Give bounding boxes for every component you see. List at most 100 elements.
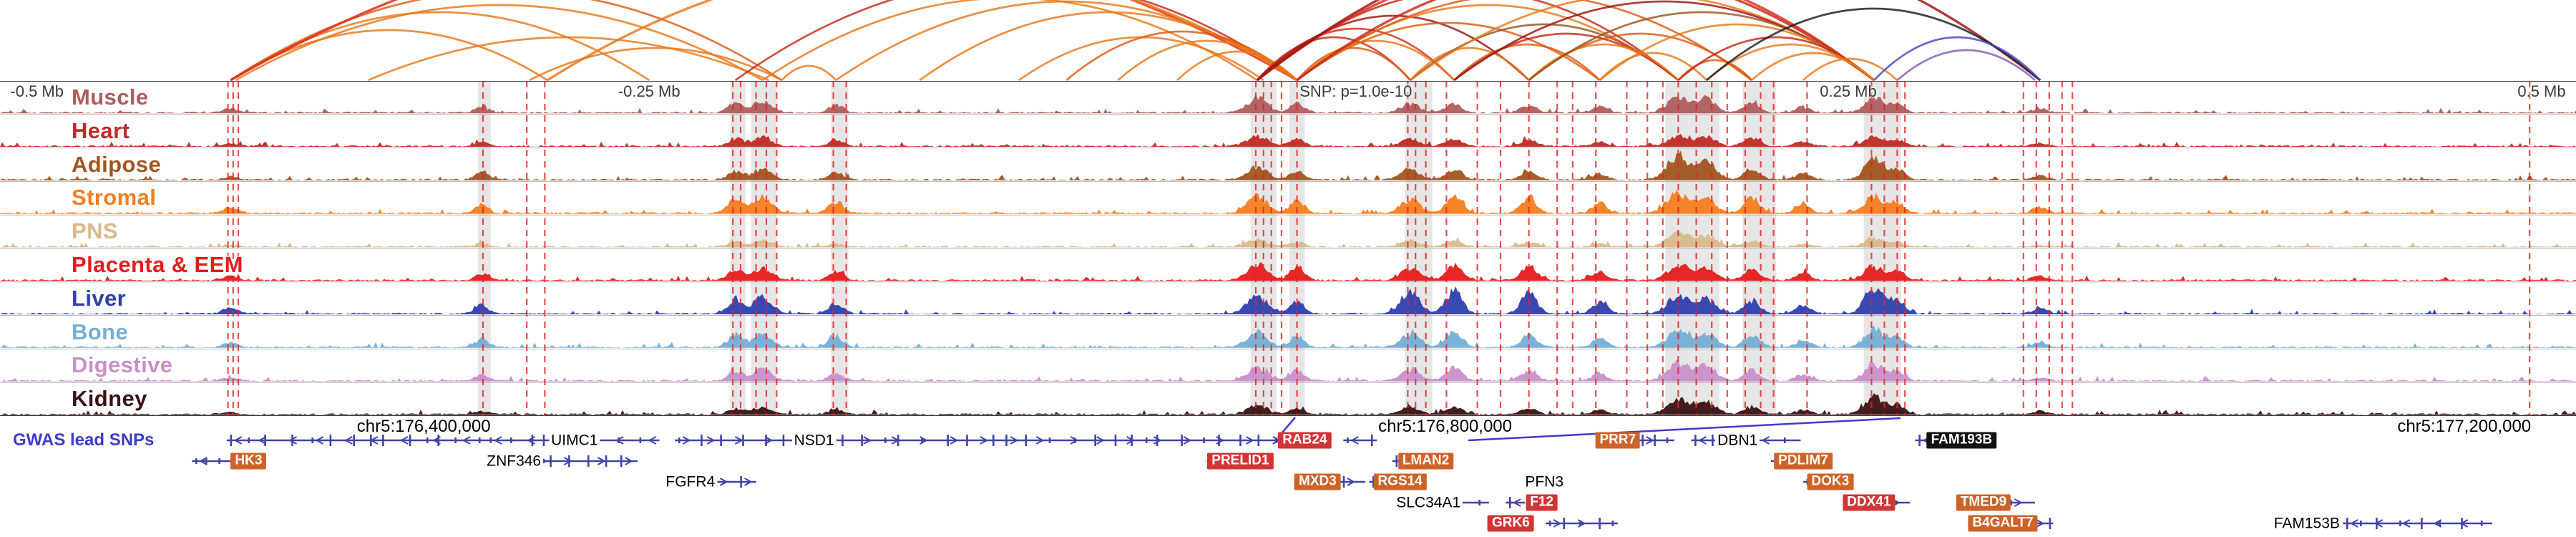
gene-label-pdlim7[interactable]: PDLIM7: [1774, 453, 1833, 470]
interaction-arc: [1599, 52, 1707, 81]
signal-pns: [0, 231, 2576, 248]
gene-strand-arrow: [1698, 436, 1707, 445]
gene-strand-arrow: [1070, 436, 1079, 445]
gene-label-uimc1[interactable]: UIMC1: [549, 432, 600, 449]
gene-label-f12[interactable]: F12: [1526, 494, 1558, 511]
gene-label-grk6[interactable]: GRK6: [1487, 515, 1534, 532]
gene-label-hk3[interactable]: HK3: [230, 453, 267, 470]
signal-adipose: [0, 150, 2576, 180]
gene-strand-arrow: [2350, 519, 2358, 528]
track-label-kidney[interactable]: Kidney: [72, 386, 147, 412]
gene-strand-arrow: [258, 436, 267, 445]
gene-label-fgfr4[interactable]: FGFR4: [663, 473, 718, 490]
gene-strand-arrow: [462, 436, 471, 445]
gene-label-dok3[interactable]: DOK3: [1807, 473, 1854, 490]
gene-label-b4galt7[interactable]: B4GALT7: [1968, 515, 2038, 532]
gene-label-nsd1[interactable]: NSD1: [791, 432, 836, 449]
gene-label-mxd3[interactable]: MXD3: [1294, 473, 1341, 490]
track-label-muscle[interactable]: Muscle: [72, 84, 149, 110]
track-label-stromal[interactable]: Stromal: [72, 185, 157, 211]
gene-strand-arrow: [615, 436, 624, 445]
coordinate-label-177200000: chr5:177,200,000: [2397, 417, 2532, 436]
gene-strand-arrow: [764, 436, 774, 445]
interaction-arc: [1528, 43, 1679, 81]
gene-strand-arrow: [2036, 519, 2045, 528]
interaction-arc: [1296, 0, 1752, 81]
signal-kidney: [0, 393, 2576, 415]
gene-strand-arrow: [648, 436, 657, 445]
track-label-placenta-eem[interactable]: Placenta & EEM: [72, 252, 243, 277]
signal-placenta-eem: [0, 262, 2576, 281]
gene-strand-arrow: [1347, 478, 1356, 486]
gene-label-pfn3[interactable]: PFN3: [1523, 473, 1566, 490]
coordinate-label-176800000: chr5:176,800,000: [1378, 417, 1513, 436]
gene-label-rgs14[interactable]: RGS14: [1373, 473, 1427, 490]
gene-label-fam153b[interactable]: FAM153B: [2271, 515, 2342, 532]
gene-strand-arrow: [1513, 498, 1521, 507]
ruler-label-plus-05mb: 0.5 Mb: [2517, 82, 2566, 100]
gene-label-slc34a1[interactable]: SLC34A1: [1394, 494, 1463, 511]
ruler-label-plus-025mb: 0.25 Mb: [1820, 82, 1877, 100]
gene-label-ddx41[interactable]: DDX41: [1843, 494, 1896, 511]
gene-strand-arrow: [1126, 436, 1135, 445]
ruler-label-minus-025mb: -0.25 Mb: [618, 82, 680, 100]
gene-strand-arrow: [344, 436, 353, 445]
ruler-label-snp-pvalue: SNP: p=1.0e-10: [1299, 82, 1413, 100]
gene-label-prr7[interactable]: PRR7: [1595, 432, 1641, 449]
gene-strand-arrow: [494, 436, 502, 445]
interaction-arc: [1256, 0, 1875, 81]
gene-strand-arrow: [719, 478, 728, 486]
interaction-arc: [1873, 36, 2041, 81]
gene-strand-arrow: [1096, 436, 1105, 445]
gene-strand-arrow: [315, 436, 324, 445]
interaction-arc: [1296, 0, 1875, 81]
track-label-liver[interactable]: Liver: [72, 285, 127, 311]
gene-strand-arrow: [1553, 519, 1562, 528]
interaction-arc: [235, 4, 763, 81]
gene-strand-arrow: [1246, 436, 1254, 445]
gene-strand-arrow: [1035, 436, 1045, 445]
track-label-pns[interactable]: PNS: [72, 218, 118, 244]
gwas-lead-snps-label: GWAS lead SNPs: [13, 430, 155, 450]
gene-strand-arrow: [1183, 436, 1192, 445]
track-label-adipose[interactable]: Adipose: [72, 151, 162, 177]
gene-strand-arrow: [706, 436, 716, 445]
coordinate-label-176400000: chr5:176,400,000: [356, 417, 491, 436]
gene-strand-arrow: [1646, 436, 1654, 445]
gene-label-rab24[interactable]: RAB24: [1278, 432, 1332, 449]
lead-snp-connector: [1468, 417, 1901, 442]
gene-label-lman2[interactable]: LMAN2: [1397, 453, 1454, 470]
interaction-arc: [781, 64, 837, 81]
interaction-arc: [547, 0, 1298, 81]
gene-strand-arrow: [1153, 436, 1162, 445]
gene-strand-arrow: [980, 436, 988, 445]
gene-strand-arrow: [950, 436, 959, 445]
track-label-heart[interactable]: Heart: [72, 117, 130, 143]
gene-strand-arrow: [233, 436, 243, 445]
interaction-arc: [1410, 47, 1530, 81]
track-label-bone[interactable]: Bone: [72, 319, 129, 344]
gene-strand-arrow: [399, 436, 409, 445]
interaction-arc: [1802, 57, 1898, 81]
gene-strand-arrow: [625, 457, 633, 465]
gene-strand-arrow: [1350, 436, 1359, 445]
interaction-arc: [1751, 52, 1875, 81]
gene-label-prelid1[interactable]: PRELID1: [1207, 453, 1274, 470]
interaction-arcs-layer: [230, 0, 2041, 81]
gene-strand-arrow: [2401, 519, 2411, 528]
interaction-arc: [1256, 0, 2041, 81]
gene-strand-arrow: [744, 478, 753, 486]
interaction-arc: [1256, 14, 1530, 81]
interaction-arc: [368, 36, 770, 81]
gene-label-dbn1[interactable]: DBN1: [1715, 432, 1760, 449]
gene-label-tmed9[interactable]: TMED9: [1956, 494, 2011, 511]
interaction-arc: [1296, 39, 1455, 81]
interaction-arc: [1896, 49, 2036, 81]
gene-strand-arrow: [199, 457, 208, 465]
track-label-digestive[interactable]: Digestive: [72, 352, 173, 378]
signal-digestive: [0, 359, 2576, 382]
gene-label-fam193b[interactable]: FAM193B: [1926, 432, 1997, 449]
gene-label-znf346[interactable]: ZNF346: [484, 453, 544, 470]
interaction-arc: [1296, 21, 1601, 81]
